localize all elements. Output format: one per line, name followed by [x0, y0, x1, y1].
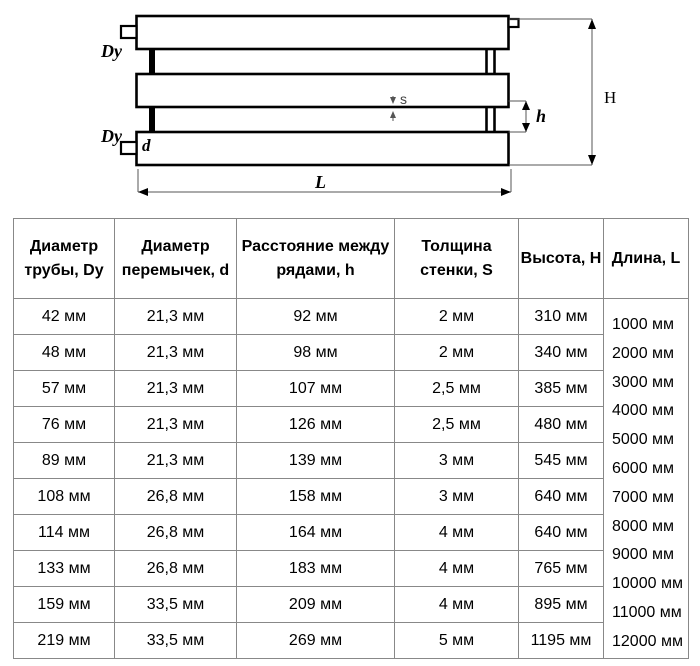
svg-text:d: d	[142, 136, 151, 155]
svg-text:H: H	[604, 88, 616, 107]
svg-text:Dy: Dy	[100, 41, 123, 61]
svg-text:Dy: Dy	[100, 126, 123, 146]
svg-text:h: h	[536, 106, 546, 126]
svg-text:L: L	[314, 172, 326, 192]
svg-text:s: s	[400, 91, 407, 107]
